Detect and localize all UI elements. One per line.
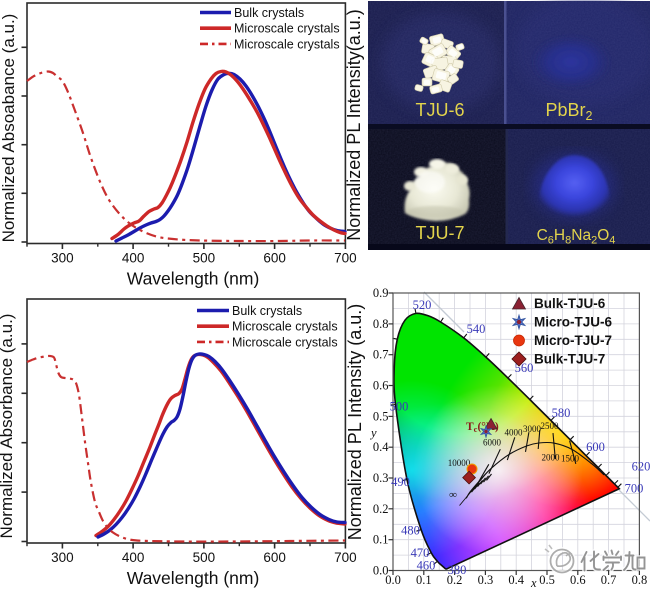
- svg-text:0.0: 0.0: [385, 573, 401, 587]
- svg-text:Normalized PL Intensity(a.u.): Normalized PL Intensity(a.u.): [344, 9, 364, 240]
- svg-text:Normalized Absorbance (a.u.): Normalized Absorbance (a.u.): [0, 314, 16, 539]
- svg-text:Microscale crystals: Microscale crystals: [234, 22, 340, 36]
- svg-text:700: 700: [334, 251, 357, 266]
- svg-text:500: 500: [193, 550, 216, 565]
- svg-text:Microscale crystals: Microscale crystals: [232, 335, 338, 349]
- svg-text:1500: 1500: [561, 454, 580, 464]
- svg-text:600: 600: [263, 251, 286, 266]
- svg-text:Wavelength (nm): Wavelength (nm): [127, 269, 260, 289]
- svg-text:0.5: 0.5: [373, 409, 389, 423]
- svg-text:0.7: 0.7: [601, 573, 617, 587]
- svg-text:500: 500: [390, 400, 409, 414]
- svg-text:470: 470: [411, 546, 430, 560]
- svg-text:x: x: [530, 576, 537, 590]
- svg-text:620: 620: [632, 460, 650, 474]
- svg-text:0.3: 0.3: [478, 573, 494, 587]
- svg-text:0.2: 0.2: [447, 573, 463, 587]
- svg-text:0.4: 0.4: [508, 573, 524, 587]
- svg-text:0.8: 0.8: [632, 573, 648, 587]
- svg-text:Bulk crystals: Bulk crystals: [232, 304, 302, 318]
- svg-text:480: 480: [401, 524, 420, 538]
- svg-text:700: 700: [625, 482, 644, 496]
- svg-text:380: 380: [448, 563, 467, 577]
- svg-text:0.5: 0.5: [539, 573, 555, 587]
- svg-text:Micro-TJU-7: Micro-TJU-7: [534, 333, 612, 348]
- svg-text:10000: 10000: [448, 458, 471, 468]
- svg-text:3000: 3000: [523, 424, 542, 434]
- svg-text:0.3: 0.3: [373, 471, 389, 485]
- svg-text:TJU-7: TJU-7: [416, 223, 465, 243]
- svg-text:600: 600: [586, 440, 605, 454]
- svg-text:0.4: 0.4: [373, 440, 389, 454]
- svg-text:0.6: 0.6: [373, 379, 389, 393]
- svg-text:700: 700: [334, 550, 357, 565]
- svg-text:Micro-TJU-6: Micro-TJU-6: [534, 315, 612, 330]
- svg-text:0.0: 0.0: [373, 564, 389, 578]
- svg-text:Bulk-TJU-7: Bulk-TJU-7: [534, 352, 605, 367]
- svg-text:400: 400: [122, 550, 145, 565]
- svg-text:490: 490: [391, 475, 410, 489]
- svg-text:Microscale crystals: Microscale crystals: [234, 37, 340, 51]
- svg-text:0.9: 0.9: [373, 286, 389, 300]
- svg-text:300: 300: [51, 251, 74, 266]
- svg-text:Normalized PL Intensity (a.u.): Normalized PL Intensity (a.u.): [345, 304, 365, 540]
- svg-text:500: 500: [193, 251, 216, 266]
- svg-text:6000: 6000: [483, 438, 502, 448]
- svg-text:400: 400: [122, 251, 145, 266]
- svg-text:300: 300: [51, 550, 74, 565]
- svg-text:4000: 4000: [505, 428, 524, 438]
- svg-text:Wavelength (nm): Wavelength (nm): [127, 568, 260, 588]
- svg-text:460: 460: [417, 559, 436, 573]
- svg-text:0.1: 0.1: [416, 573, 432, 587]
- svg-text:540: 540: [467, 322, 486, 336]
- svg-text:Normalized Absoabance (a.u.): Normalized Absoabance (a.u.): [0, 14, 18, 243]
- svg-text:TJU-6: TJU-6: [416, 100, 465, 120]
- svg-text:Microscale crystals: Microscale crystals: [232, 320, 338, 334]
- svg-text:∞: ∞: [449, 489, 457, 501]
- svg-text:PbBr2: PbBr2: [546, 100, 593, 123]
- svg-text:600: 600: [263, 550, 286, 565]
- svg-text:0.8: 0.8: [373, 317, 389, 331]
- svg-text:2000: 2000: [542, 453, 561, 463]
- svg-text:y: y: [369, 426, 377, 440]
- svg-text:0.2: 0.2: [373, 502, 389, 516]
- svg-text:Bulk-TJU-6: Bulk-TJU-6: [534, 296, 606, 311]
- svg-text:Bulk crystals: Bulk crystals: [234, 6, 304, 20]
- svg-text:0.1: 0.1: [373, 533, 389, 547]
- svg-text:0.7: 0.7: [373, 348, 389, 362]
- svg-text:0.6: 0.6: [570, 573, 586, 587]
- svg-text:2500: 2500: [541, 421, 560, 431]
- svg-text:580: 580: [552, 406, 571, 420]
- svg-text:520: 520: [413, 298, 432, 312]
